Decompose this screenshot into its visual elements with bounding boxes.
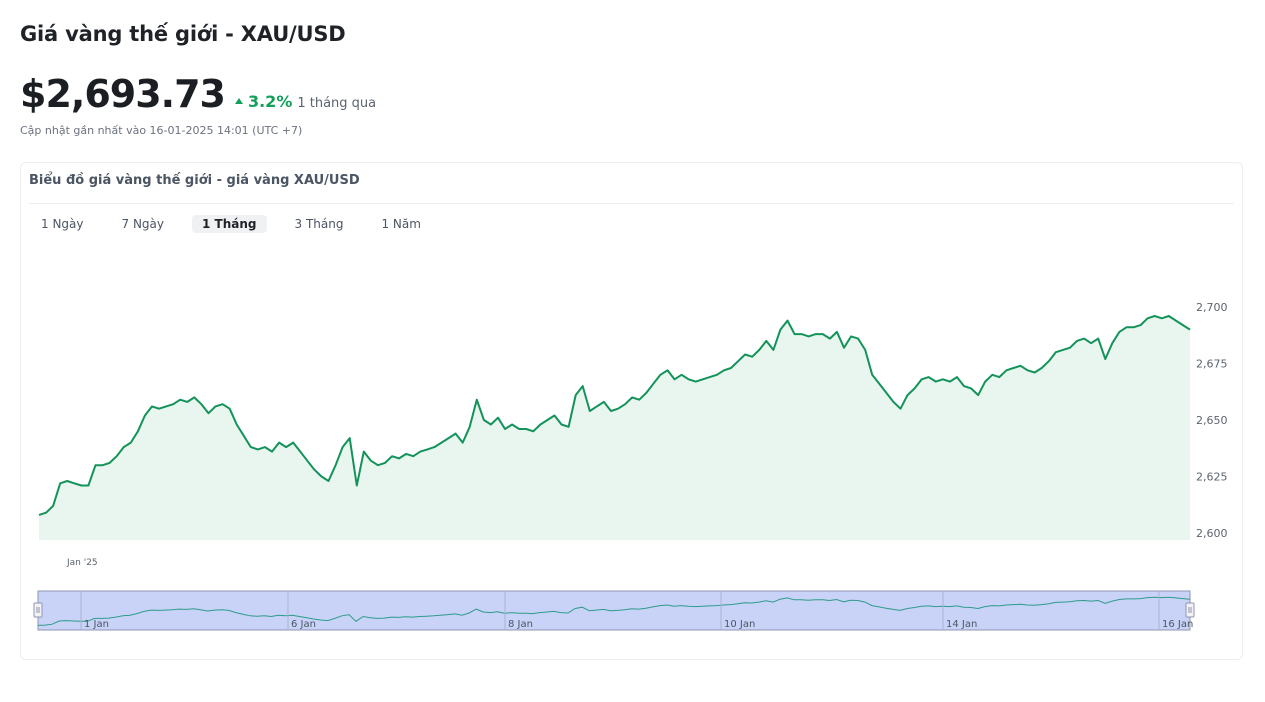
navigator-label: 6 Jan bbox=[291, 619, 316, 630]
tab-1-month[interactable]: 1 Tháng bbox=[192, 215, 267, 233]
tab-3-months[interactable]: 3 Tháng bbox=[294, 217, 344, 231]
arrow-up-icon bbox=[234, 98, 243, 104]
tab-7-days[interactable]: 7 Ngày bbox=[121, 217, 165, 231]
navigator-label: 14 Jan bbox=[946, 619, 977, 630]
navigator-label: 10 Jan bbox=[724, 619, 755, 630]
x-tick-label: Jan '25 bbox=[66, 558, 98, 568]
card-divider bbox=[29, 203, 1234, 204]
chart-card-title: Biểu đồ giá vàng thế giới - giá vàng XAU… bbox=[29, 173, 360, 188]
y-tick-label: 2,625 bbox=[1196, 471, 1228, 484]
last-updated: Cập nhật gần nhất vào 16-01-2025 14:01 (… bbox=[20, 124, 303, 137]
navigator-label: 1 Jan bbox=[84, 619, 109, 630]
current-price: $2,693.73 bbox=[20, 72, 226, 116]
y-tick-label: 2,700 bbox=[1196, 301, 1228, 314]
price-area bbox=[39, 316, 1190, 540]
navigator-handle-left[interactable] bbox=[33, 602, 43, 618]
navigator-handle-right[interactable] bbox=[1185, 602, 1195, 618]
price-line bbox=[38, 315, 1191, 516]
y-tick-label: 2,600 bbox=[1196, 527, 1228, 540]
page-title: Giá vàng thế giới - XAU/USD bbox=[20, 22, 346, 46]
navigator-line bbox=[37, 596, 1191, 626]
range-tabs: 1 Ngày 7 Ngày 1 Tháng 3 Tháng 1 Năm bbox=[31, 215, 431, 233]
tab-1-day[interactable]: 1 Ngày bbox=[41, 217, 84, 231]
y-tick-label: 2,650 bbox=[1196, 414, 1228, 427]
navigator-label: 8 Jan bbox=[508, 619, 533, 630]
price-summary: $2,693.73 3.2% 1 tháng qua bbox=[20, 72, 376, 116]
price-change-percent: 3.2% bbox=[247, 92, 293, 111]
change-period: 1 tháng qua bbox=[297, 96, 377, 111]
chart-card: Biểu đồ giá vàng thế giới - giá vàng XAU… bbox=[20, 162, 1243, 660]
tab-1-year[interactable]: 1 Năm bbox=[381, 217, 421, 231]
navigator-label: 16 Jan bbox=[1162, 619, 1193, 630]
y-tick-label: 2,675 bbox=[1196, 358, 1228, 371]
